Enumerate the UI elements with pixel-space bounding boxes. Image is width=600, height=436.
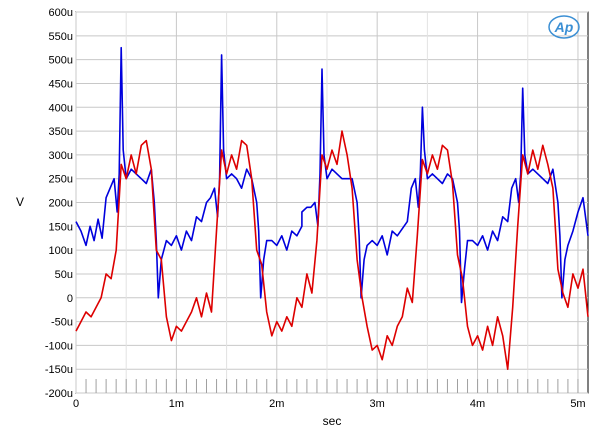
y-tick-label: 600u bbox=[49, 7, 73, 19]
y-tick-label: -50u bbox=[51, 317, 73, 329]
series-layer bbox=[75, 46, 589, 370]
x-tick-label: 3m bbox=[370, 398, 385, 410]
y-tick-label: 50u bbox=[55, 269, 73, 281]
y-tick-label: 350u bbox=[49, 126, 73, 138]
y-tick-label: 200u bbox=[49, 198, 73, 210]
x-tick-label: 1m bbox=[169, 398, 184, 410]
y-tick-label: -100u bbox=[45, 340, 73, 352]
y-tick-labels: 600u 550u 500u 450u 400u 350u 300u 250u 200u 150u… bbox=[45, 7, 73, 400]
x-tick-label: 0 bbox=[73, 398, 79, 410]
gridlines bbox=[75, 11, 588, 394]
y-tick-label: 100u bbox=[49, 245, 73, 257]
y-tick-label: -150u bbox=[45, 364, 73, 376]
y-tick-label: 450u bbox=[49, 78, 73, 90]
svg-text:Ap: Ap bbox=[554, 19, 574, 35]
series-line-1 bbox=[75, 46, 589, 304]
series-line-2 bbox=[75, 130, 589, 370]
x-tick-label: 5m bbox=[570, 398, 585, 410]
y-tick-label: 150u bbox=[49, 221, 73, 233]
ap-logo: Ap bbox=[548, 15, 580, 39]
y-axis-title: V bbox=[16, 195, 24, 209]
y-tick-label: -200u bbox=[45, 388, 73, 400]
x-axis-title: sec bbox=[323, 414, 342, 428]
x-tick-label: 2m bbox=[269, 398, 284, 410]
y-tick-label: 0 bbox=[67, 293, 73, 305]
x-tick-labels: 0 1m 2m 3m 4m 5m bbox=[73, 398, 586, 410]
x-tick-label: 4m bbox=[470, 398, 485, 410]
minor-tick-strip bbox=[85, 379, 579, 393]
y-tick-label: 550u bbox=[49, 31, 73, 43]
y-tick-label: 500u bbox=[49, 55, 73, 67]
y-tick-label: 250u bbox=[49, 174, 73, 186]
y-tick-label: 400u bbox=[49, 102, 73, 114]
y-tick-label: 300u bbox=[49, 150, 73, 162]
